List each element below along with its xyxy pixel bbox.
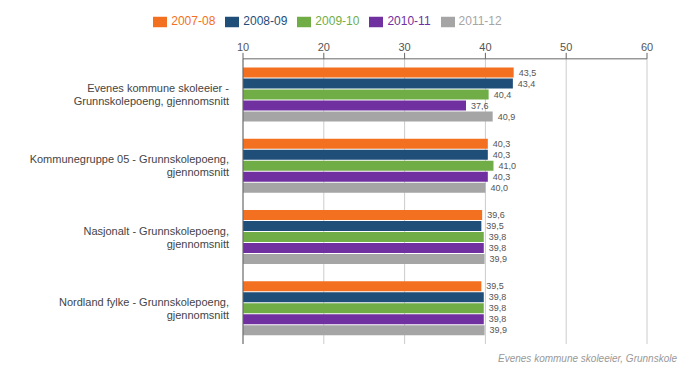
svg-text:60: 60: [641, 41, 653, 53]
svg-text:39,5: 39,5: [486, 281, 504, 291]
svg-text:39,8: 39,8: [489, 292, 507, 302]
svg-text:43,5: 43,5: [519, 68, 537, 78]
svg-text:40,0: 40,0: [490, 183, 508, 193]
svg-text:39,9: 39,9: [490, 254, 508, 264]
svg-text:39,9: 39,9: [490, 325, 508, 335]
svg-text:Kommunegruppe 05 - Grunnskolep: Kommunegruppe 05 - Grunnskolepoeng,gjenn…: [30, 153, 229, 178]
svg-text:39,5: 39,5: [486, 221, 504, 231]
svg-text:39,8: 39,8: [489, 232, 507, 242]
svg-text:37,6: 37,6: [471, 101, 489, 111]
html-text:Evenes kommune skoleeier, Grun: Evenes kommune skoleeier, Grunnskole: [498, 353, 677, 364]
svg-text:39,6: 39,6: [487, 210, 505, 220]
svg-text:40,9: 40,9: [498, 112, 516, 122]
svg-text:40,3: 40,3: [493, 172, 511, 182]
svg-text:40: 40: [479, 41, 491, 53]
svg-text:43,4: 43,4: [518, 79, 536, 89]
svg-text:50: 50: [560, 41, 572, 53]
html-text:2007-08: 2007-08: [171, 14, 216, 28]
html-text:2008-09: 2008-09: [243, 14, 288, 28]
svg-text:39,8: 39,8: [489, 243, 507, 253]
html-text:2011-12: 2011-12: [458, 14, 502, 28]
svg-text:39,8: 39,8: [489, 303, 507, 313]
html-text:2010-11: 2010-11: [387, 14, 431, 28]
svg-text:30: 30: [398, 41, 410, 53]
html-text:2009-10: 2009-10: [315, 14, 360, 28]
svg-text:41,0: 41,0: [498, 161, 516, 171]
svg-text:40,3: 40,3: [493, 139, 511, 149]
svg-text:40,4: 40,4: [494, 90, 512, 100]
svg-text:Nasjonalt - Grunnskolepoeng,gj: Nasjonalt - Grunnskolepoeng,gjennomsnitt: [83, 225, 229, 250]
svg-text:20: 20: [318, 41, 330, 53]
svg-text:Evenes kommune skoleeier -Grun: Evenes kommune skoleeier -Grunnskolepoen…: [74, 82, 230, 107]
svg-text:39,8: 39,8: [489, 314, 507, 324]
svg-text:40,3: 40,3: [493, 150, 511, 160]
svg-text:Nordland fylke - Grunnskolepoe: Nordland fylke - Grunnskolepoeng,gjennom…: [59, 296, 229, 321]
svg-text:10: 10: [237, 41, 249, 53]
